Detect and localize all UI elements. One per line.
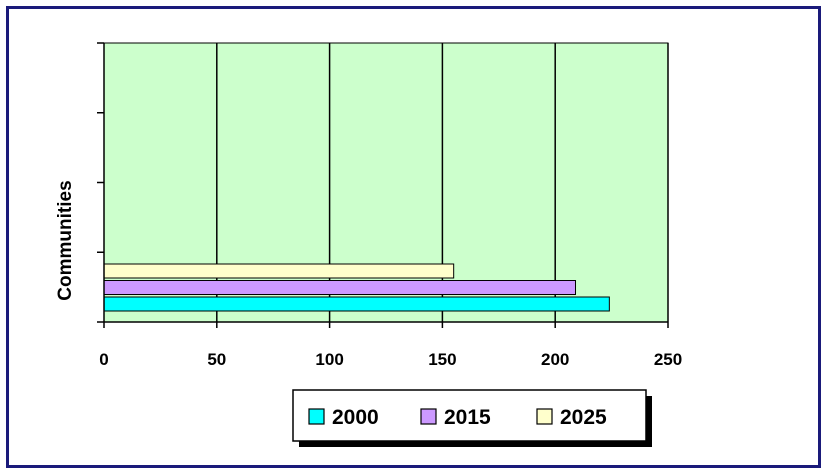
x-tick-label-200: 200 <box>541 350 569 369</box>
legend-swatch-2025 <box>536 408 553 425</box>
x-tick-label-150: 150 <box>428 350 456 369</box>
bar-2025 <box>103 263 455 279</box>
chart-svg: 0 50 100 150 200 250 Communities 2000 2015 2025 <box>55 42 682 447</box>
legend: 2000 2015 2025 <box>292 389 652 447</box>
bar-2015 <box>103 280 577 295</box>
legend-label-2025: 2025 <box>560 406 607 429</box>
chart-frame: 0 50 100 150 200 250 Communities 2000 2015 2025 <box>6 6 821 468</box>
bar-2000 <box>103 296 610 312</box>
legend-swatch-2000 <box>308 408 325 425</box>
x-tick-label-250: 250 <box>654 350 682 369</box>
y-axis-title: Communities <box>55 180 76 300</box>
axes: 0 50 100 150 200 250 <box>97 42 682 369</box>
x-tick-label-50: 50 <box>207 350 226 369</box>
legend-swatch-2015 <box>420 408 437 425</box>
legend-label-2000: 2000 <box>332 406 379 429</box>
legend-label-2015: 2015 <box>444 406 491 429</box>
x-tick-label-0: 0 <box>99 350 108 369</box>
x-tick-label-100: 100 <box>315 350 343 369</box>
legend-box <box>292 389 647 442</box>
